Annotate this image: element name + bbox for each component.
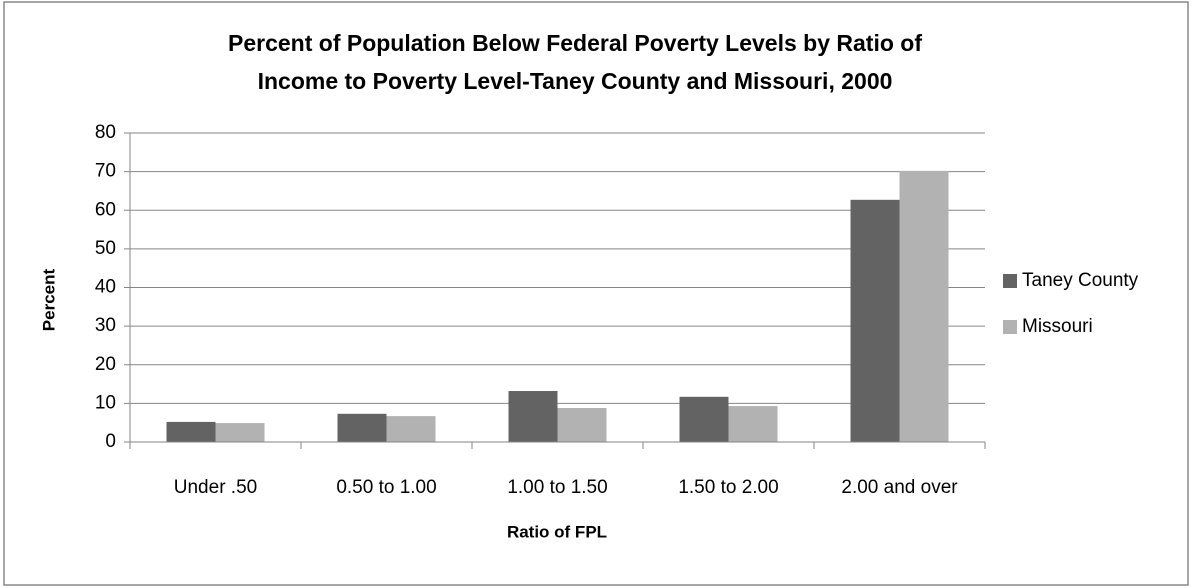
y-tick-label: 30 xyxy=(95,315,116,336)
legend-label: Taney County xyxy=(1022,270,1139,291)
x-tick-label: Under .50 xyxy=(174,477,257,498)
y-axis-title: Percent xyxy=(39,268,58,331)
y-tick-label: 0 xyxy=(105,431,116,452)
legend-label: Missouri xyxy=(1022,316,1093,337)
bar xyxy=(386,416,436,442)
x-axis-title: Ratio of FPL xyxy=(507,522,607,541)
y-tick-label: 60 xyxy=(95,199,116,220)
y-tick-label: 50 xyxy=(95,238,116,259)
y-tick-label: 10 xyxy=(95,392,116,413)
x-tick-label: 2.00 and over xyxy=(841,477,958,498)
y-tick-label: 70 xyxy=(95,161,116,182)
bar xyxy=(728,406,778,442)
chart-title: Income to Poverty Level-Taney County and… xyxy=(258,68,893,94)
bar xyxy=(850,199,900,442)
bar xyxy=(166,421,216,442)
bar xyxy=(508,391,558,442)
bar xyxy=(899,170,949,443)
legend-swatch xyxy=(1003,274,1017,288)
y-tick-label: 40 xyxy=(95,277,116,298)
y-tick-label: 20 xyxy=(95,354,116,375)
bar xyxy=(215,423,265,442)
bar xyxy=(679,396,729,442)
chart-border xyxy=(3,1,1189,586)
bar xyxy=(557,408,607,442)
chart-title: Percent of Population Below Federal Pove… xyxy=(228,30,922,56)
x-tick-label: 0.50 to 1.00 xyxy=(336,477,436,498)
y-tick-label: 80 xyxy=(95,122,116,143)
bar xyxy=(337,413,387,442)
legend-swatch xyxy=(1003,320,1017,334)
x-tick-label: 1.00 to 1.50 xyxy=(507,477,607,498)
x-tick-label: 1.50 to 2.00 xyxy=(678,477,778,498)
